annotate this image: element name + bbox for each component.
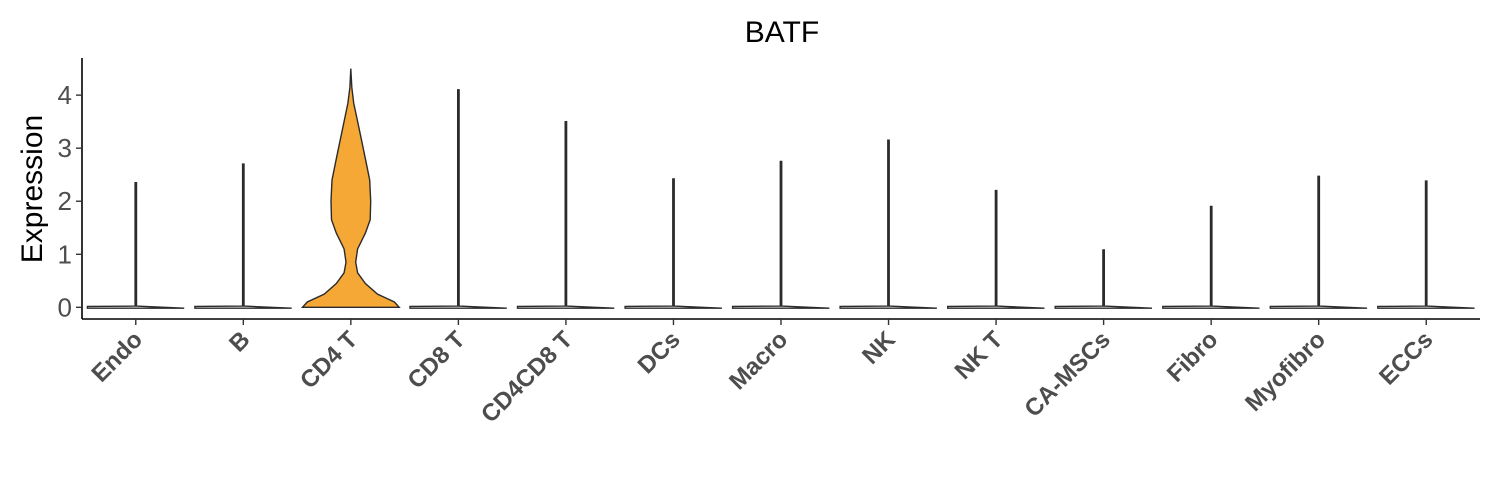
y-tick-label: 3 (58, 133, 72, 163)
x-tick-label: Myofibro (1240, 326, 1331, 417)
x-tick-label: CD4 T (295, 326, 363, 394)
violin-cd4-t (300, 68, 401, 308)
y-tick-label: 4 (58, 80, 72, 110)
x-tick-label: DCs (633, 326, 686, 379)
y-tick-label: 2 (58, 186, 72, 216)
y-axis-ticks: 0 1 2 3 4 (58, 80, 82, 322)
x-tick-label: Macro (724, 326, 793, 395)
violin-fibro (1162, 205, 1260, 309)
plot-area (86, 68, 1475, 309)
violin-cd4cd8-t (516, 121, 615, 309)
y-tick-label: 1 (58, 239, 72, 269)
x-axis-ticks: Endo B CD4 T CD8 T CD4CD8 T DCs Macro NK NK T CA-… (86, 319, 1438, 428)
x-tick-label: CA-MSCs (1019, 326, 1115, 422)
violin-nk (839, 139, 937, 309)
violin-b (194, 163, 292, 309)
violin-ca-mscs (1054, 249, 1153, 309)
violin-dcs (624, 178, 722, 309)
x-tick-label: ECCs (1374, 326, 1438, 390)
violin-nk-t (947, 189, 1045, 309)
x-tick-label: Fibro (1162, 326, 1224, 388)
violin-cd8-t (409, 89, 507, 309)
x-tick-label: B (224, 326, 255, 357)
chart-title: BATF (745, 16, 819, 49)
violin-macro (731, 160, 830, 309)
x-tick-label: NK (857, 326, 901, 370)
y-axis-label: Expression (16, 115, 49, 263)
violin-eccs (1377, 180, 1475, 309)
y-tick-label: 0 (58, 292, 72, 322)
x-tick-label: NK T (950, 326, 1009, 385)
x-tick-label: CD4CD8 T (476, 326, 578, 428)
x-tick-label: Endo (86, 326, 148, 388)
x-tick-label: CD8 T (403, 326, 471, 394)
violin-myofibro (1269, 175, 1368, 309)
violin-endo (86, 182, 185, 309)
